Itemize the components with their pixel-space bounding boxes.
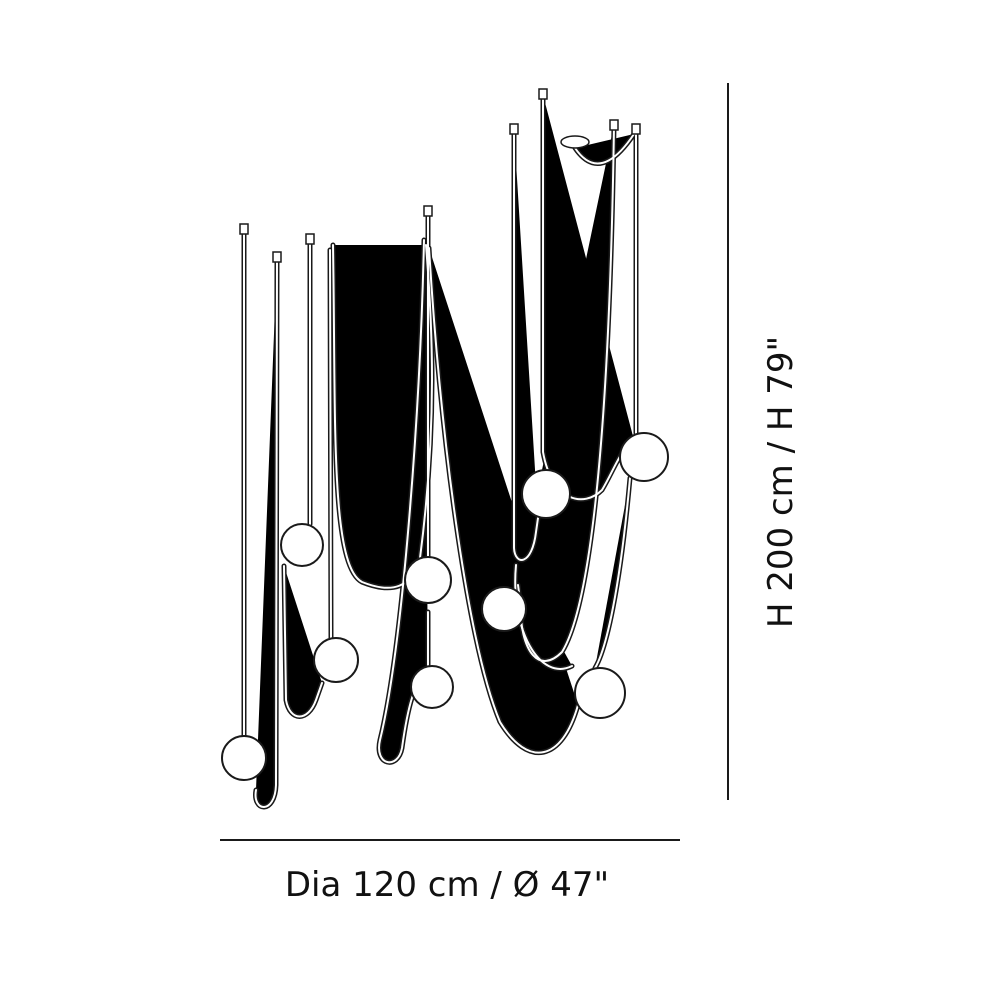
cables [244, 95, 636, 807]
globes [221, 432, 669, 781]
height-label: H 200 cm / H 79" [761, 336, 801, 628]
diameter-label: Dia 120 cm / Ø 47" [285, 865, 609, 905]
caps [239, 88, 641, 263]
